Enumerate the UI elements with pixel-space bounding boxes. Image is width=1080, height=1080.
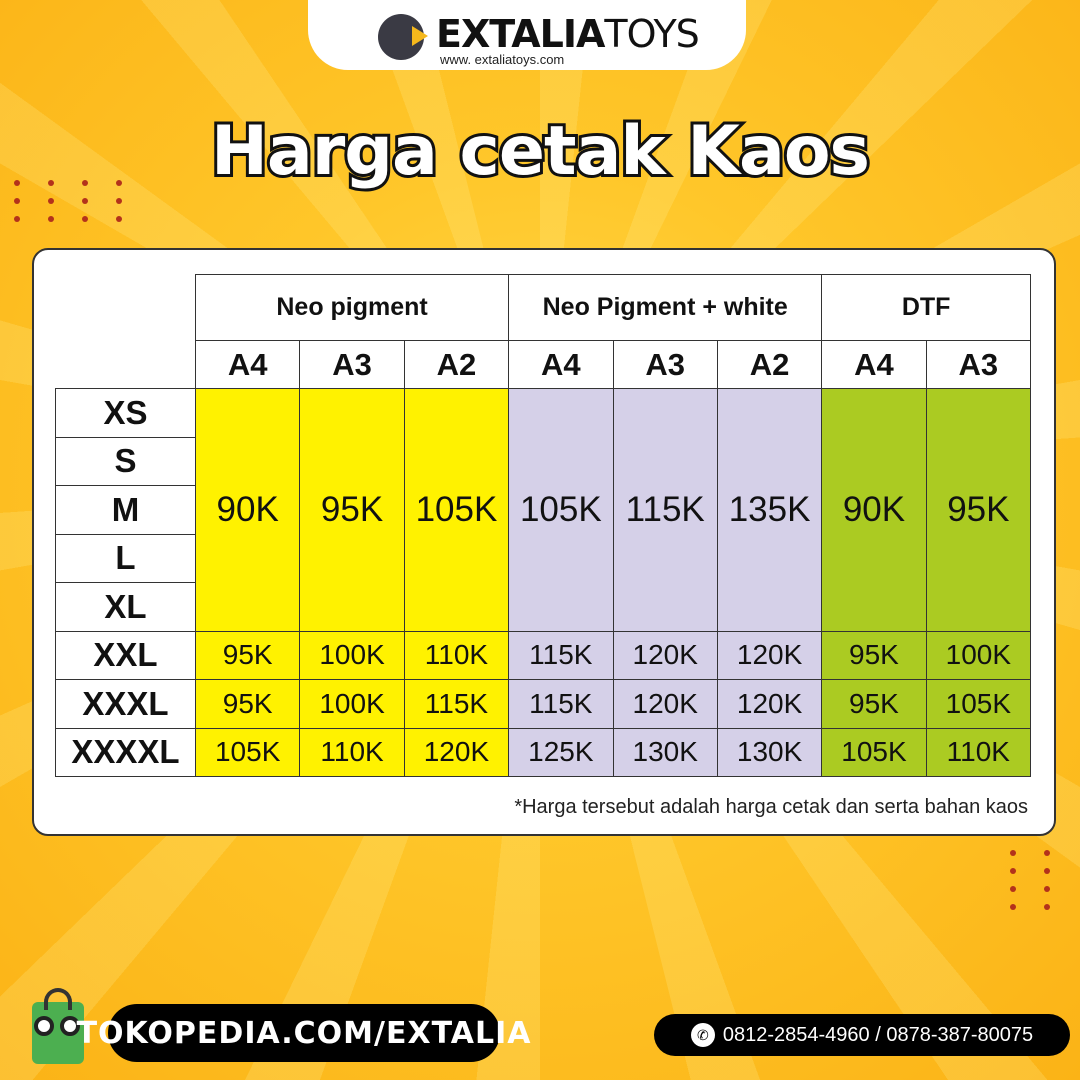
paper-size-header: A2 bbox=[716, 340, 823, 389]
paper-size-header: A2 bbox=[403, 340, 510, 389]
paper-size-header: A4 bbox=[821, 340, 927, 389]
brand-url: www. extaliatoys.com bbox=[440, 52, 565, 67]
price-cell: 110K bbox=[403, 630, 510, 680]
tokopedia-owl-bag-icon bbox=[32, 988, 84, 1064]
footnote: *Harga tersebut adalah harga cetak dan s… bbox=[514, 796, 1028, 818]
table-row: S bbox=[55, 436, 1031, 486]
table-row: L bbox=[55, 533, 1031, 583]
price-cell: 95K bbox=[821, 630, 927, 680]
table-row: XL bbox=[55, 582, 1031, 632]
brand-name-thin: TOYS bbox=[604, 12, 699, 56]
price-cell: 95K bbox=[194, 679, 301, 729]
price-cell: 90K bbox=[194, 388, 301, 632]
decor-dots bbox=[1010, 850, 1066, 910]
group-header: Neo Pigment + white bbox=[508, 274, 823, 341]
price-cell: 120K bbox=[612, 679, 718, 729]
mascot-logo-icon bbox=[378, 14, 428, 60]
price-cell: 120K bbox=[612, 630, 718, 680]
size-label: S bbox=[55, 436, 196, 486]
size-label: XXXXL bbox=[55, 727, 196, 777]
price-cell: 95K bbox=[821, 679, 927, 729]
size-label: XS bbox=[55, 388, 196, 438]
paper-size-header: A4 bbox=[194, 340, 301, 389]
price-cell: 115K bbox=[403, 679, 510, 729]
table-row: XXXXL 105K 110K 120K 125K 130K 130K 105K 110K bbox=[55, 727, 1032, 777]
table-row: XS 90K 95K 105K 105K 115K 135K 90K 95K bbox=[55, 388, 1032, 632]
header-row-sizes: A4 A3 A2 A4 A3 A2 A4 A3 bbox=[56, 340, 1032, 389]
price-cell: 105K bbox=[403, 388, 510, 632]
price-cell: 120K bbox=[716, 630, 823, 680]
size-label: L bbox=[55, 533, 196, 583]
paper-size-header: A3 bbox=[299, 340, 405, 389]
tokopedia-link[interactable]: TOKOPEDIA.COM/EXTALIA bbox=[77, 1004, 530, 1062]
whatsapp-contact[interactable]: ✆ 0812-2854-4960 / 0878-387-80075 bbox=[654, 1014, 1070, 1056]
paper-size-header: A4 bbox=[508, 340, 614, 389]
price-cell: 135K bbox=[716, 388, 823, 632]
header-row-groups: Neo pigment Neo Pigment + white DTF bbox=[56, 274, 1032, 341]
price-cell: 105K bbox=[194, 727, 301, 777]
paper-size-header: A3 bbox=[612, 340, 718, 389]
price-cell: 100K bbox=[299, 679, 405, 729]
price-cell: 125K bbox=[508, 727, 614, 777]
group-header: Neo pigment bbox=[194, 274, 510, 341]
table-row: XXXL 95K 100K 115K 115K 120K 120K 95K 105K bbox=[55, 679, 1032, 729]
paper-size-header: A3 bbox=[925, 340, 1032, 389]
phone-numbers: 0812-2854-4960 / 0878-387-80075 bbox=[722, 1023, 1034, 1046]
price-cell: 95K bbox=[299, 388, 405, 632]
price-cell: 105K bbox=[925, 679, 1032, 729]
whatsapp-icon: ✆ bbox=[690, 1023, 715, 1047]
price-cell: 115K bbox=[508, 630, 614, 680]
page-title: Harga cetak Kaos bbox=[208, 109, 873, 194]
group-header: DTF bbox=[821, 274, 1032, 341]
size-label: XXL bbox=[55, 630, 196, 680]
tokopedia-url: TOKOPEDIA.COM/EXTALIA bbox=[76, 1015, 532, 1051]
price-cell: 105K bbox=[508, 388, 614, 632]
table-row: M bbox=[55, 485, 1031, 535]
price-cell: 120K bbox=[716, 679, 823, 729]
price-table: Neo pigment Neo Pigment + white DTF A4 A3 A2 A… bbox=[55, 274, 1032, 777]
price-cell: 100K bbox=[299, 630, 405, 680]
price-cell: 115K bbox=[612, 388, 718, 632]
size-label: XL bbox=[55, 582, 196, 632]
size-label: M bbox=[55, 485, 196, 535]
price-cell: 90K bbox=[821, 388, 927, 632]
decor-dots bbox=[14, 180, 138, 222]
table-row: XXL 95K 100K 110K 115K 120K 120K 95K 100K bbox=[55, 630, 1032, 680]
price-cell: 95K bbox=[925, 388, 1032, 632]
price-cell: 120K bbox=[403, 727, 510, 777]
price-cell: 95K bbox=[194, 630, 301, 680]
size-label: XXXL bbox=[55, 679, 196, 729]
price-cell: 105K bbox=[821, 727, 927, 777]
price-cell: 110K bbox=[299, 727, 405, 777]
brand-name-bold: EXTALIA bbox=[436, 12, 605, 56]
price-cell: 130K bbox=[612, 727, 718, 777]
price-cell: 110K bbox=[925, 727, 1032, 777]
price-cell: 100K bbox=[925, 630, 1032, 680]
brand-logo: EXTALIATOYS bbox=[436, 12, 700, 56]
empty-corner bbox=[56, 275, 196, 389]
price-cell: 115K bbox=[508, 679, 614, 729]
price-cell: 130K bbox=[716, 727, 823, 777]
